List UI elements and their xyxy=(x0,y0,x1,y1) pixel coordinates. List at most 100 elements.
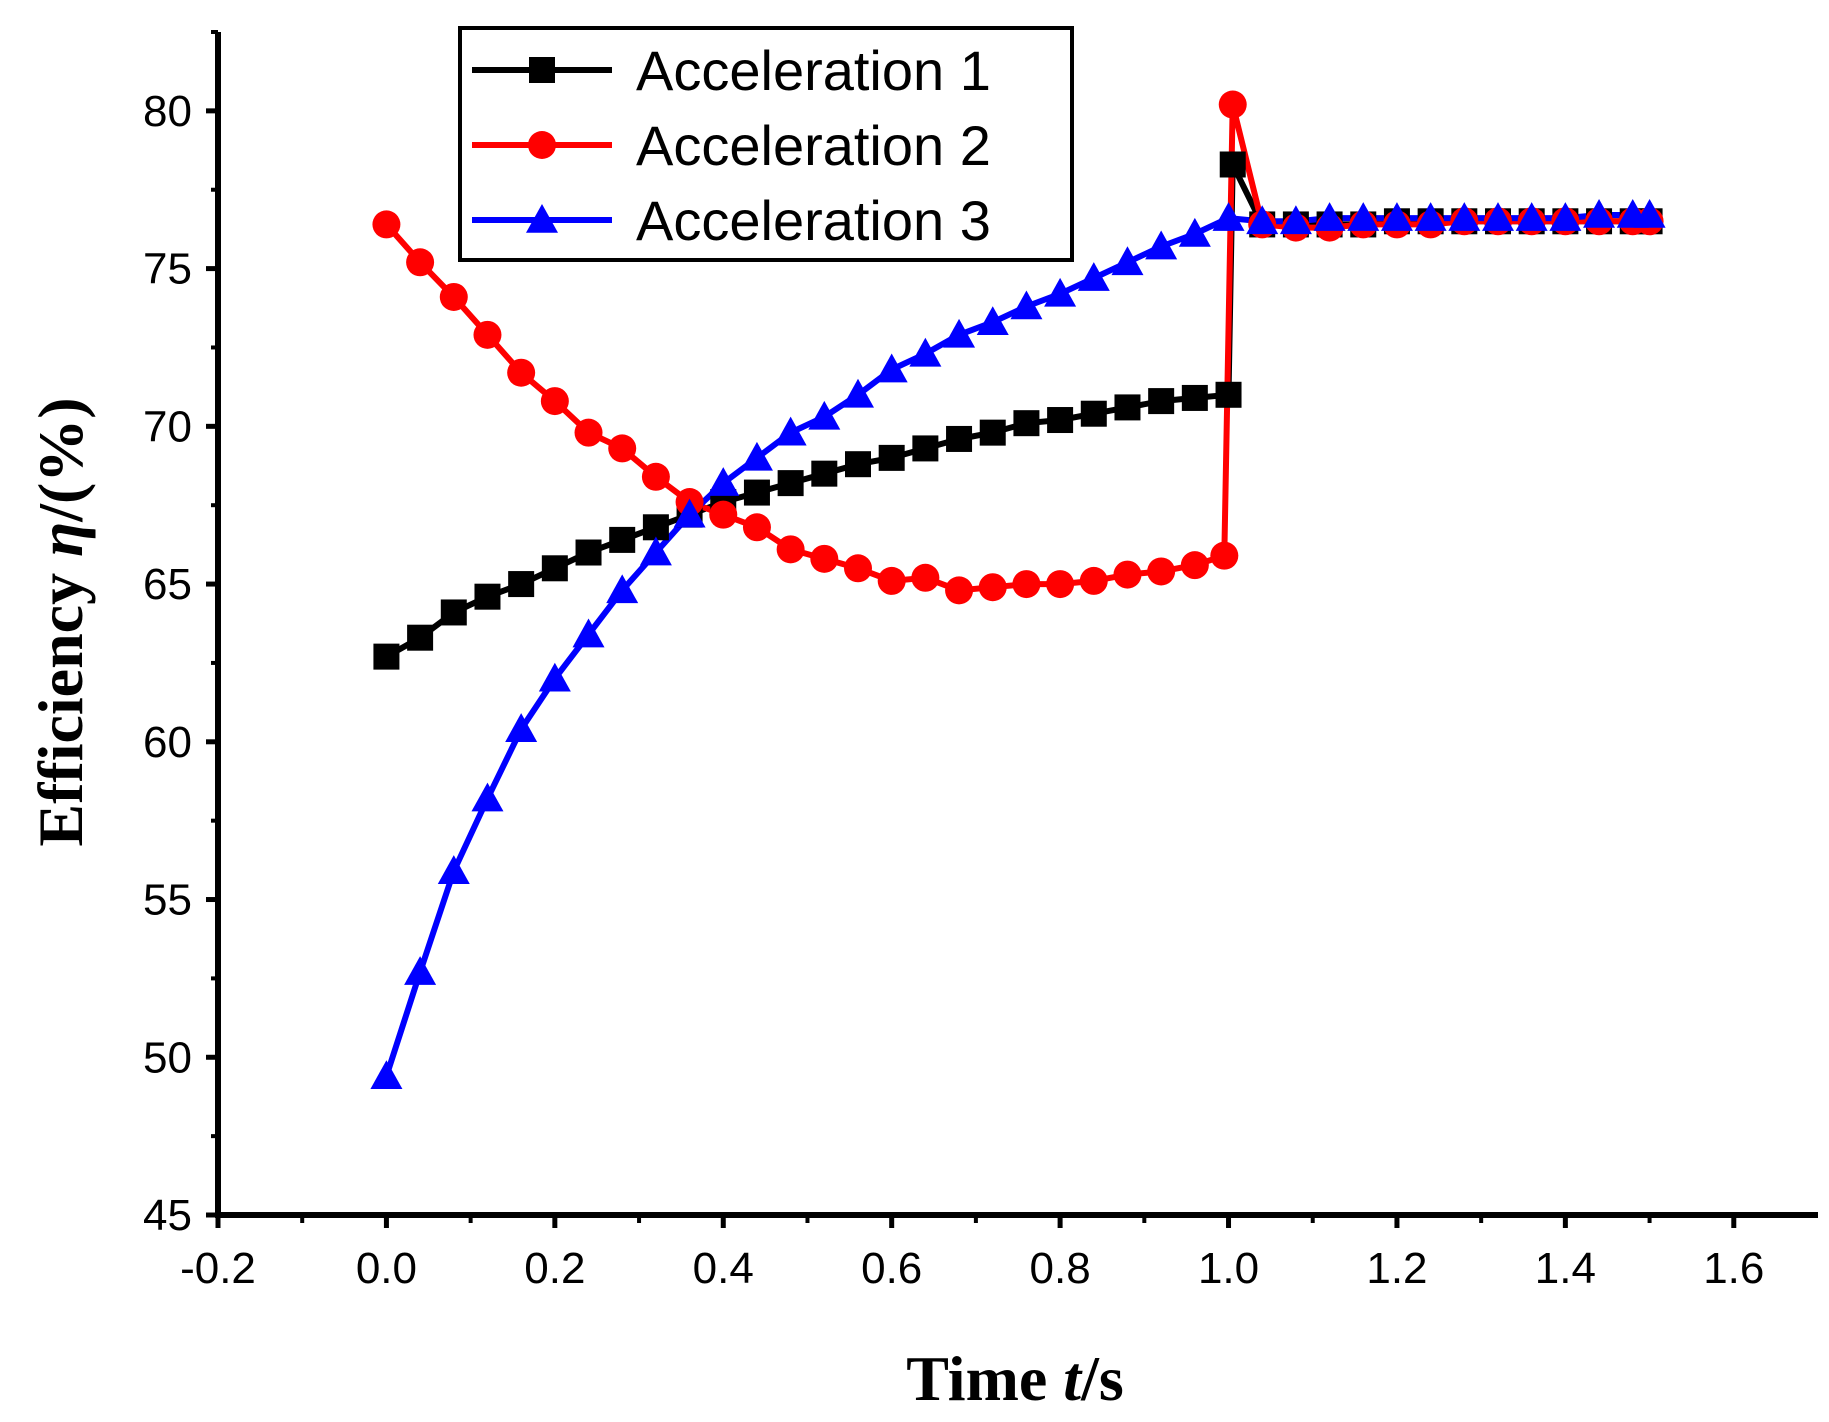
x-tick-label: 0.4 xyxy=(693,1244,754,1293)
data-point-series-2 xyxy=(1180,551,1209,580)
data-point-series-2 xyxy=(877,566,906,595)
data-point-series-1 xyxy=(575,539,602,566)
legend-swatch-marker xyxy=(529,57,555,83)
data-point-series-2 xyxy=(641,462,670,491)
y-axis-title-text: Efficiency xyxy=(25,557,96,847)
data-point-series-3 xyxy=(1044,277,1077,307)
data-point-series-2 xyxy=(1218,90,1247,119)
data-point-series-1 xyxy=(912,435,939,462)
data-point-series-1 xyxy=(474,583,501,610)
data-point-series-2 xyxy=(742,513,771,542)
data-point-series-3 xyxy=(1111,246,1144,276)
data-point-series-2 xyxy=(1046,570,1075,599)
data-point-series-3 xyxy=(875,353,908,383)
y-axis-title-var: η xyxy=(25,522,96,557)
data-point-series-2 xyxy=(406,248,435,277)
y-tick-label: 80 xyxy=(143,87,192,136)
data-point-series-2 xyxy=(473,320,502,349)
data-point-series-2 xyxy=(1210,541,1239,570)
data-point-series-3 xyxy=(572,618,605,648)
data-point-series-1 xyxy=(1215,381,1242,408)
x-axis-title-text: Time xyxy=(906,1343,1063,1414)
data-point-series-3 xyxy=(1414,202,1447,231)
data-point-series-3 xyxy=(1010,290,1043,320)
x-axis-title-var: t xyxy=(1063,1343,1083,1414)
data-point-series-3 xyxy=(606,574,639,604)
data-point-series-2 xyxy=(776,535,805,564)
legend-label: Acceleration 1 xyxy=(636,39,991,102)
x-tick-label: 0.8 xyxy=(1030,1244,1091,1293)
data-point-series-3 xyxy=(943,318,976,348)
data-point-series-1 xyxy=(541,555,568,582)
data-point-series-3 xyxy=(505,713,538,742)
data-point-series-2 xyxy=(978,573,1007,602)
y-tick-label: 75 xyxy=(143,245,192,294)
y-tick-label: 50 xyxy=(143,1033,192,1082)
x-tick-label: 1.0 xyxy=(1198,1244,1259,1293)
data-point-series-2 xyxy=(1147,557,1176,586)
data-point-series-1 xyxy=(845,451,871,478)
data-point-series-1 xyxy=(946,425,973,452)
x-tick-label: 0.0 xyxy=(356,1244,417,1293)
data-point-series-1 xyxy=(979,419,1006,446)
legend: Acceleration 1 Acceleration 2 Acceleration… xyxy=(458,26,1074,262)
data-point-series-1 xyxy=(1047,407,1074,434)
data-point-series-2 xyxy=(1012,570,1041,599)
data-point-series-3 xyxy=(471,782,504,812)
data-point-series-2 xyxy=(507,358,536,387)
data-point-series-2 xyxy=(372,210,401,239)
data-point-series-3 xyxy=(1347,202,1380,231)
data-point-series-3 xyxy=(1145,230,1178,260)
y-tick-label: 70 xyxy=(143,402,192,451)
data-point-series-3 xyxy=(1279,205,1312,235)
data-point-series-2 xyxy=(945,576,974,605)
legend-swatch-marker xyxy=(528,131,556,159)
y-axis-title: Efficiency η/(%) xyxy=(25,397,96,846)
y-ticks: 45 50 55 60 65 70 75 80 xyxy=(143,30,218,1240)
legend-swatch-marker xyxy=(526,204,558,233)
data-point-series-3 xyxy=(437,855,470,884)
data-point-series-1 xyxy=(878,444,905,471)
series-line-2 xyxy=(384,101,1650,594)
legend-items: Acceleration 1 Acceleration 2 Acceleration… xyxy=(472,39,991,252)
legend-label: Acceleration 2 xyxy=(636,114,991,177)
data-point-series-3 xyxy=(1212,202,1245,231)
x-axis-title: Time t/s xyxy=(906,1343,1124,1414)
data-point-series-3 xyxy=(1246,205,1279,235)
x-ticks: -0.2 0.0 0.2 0.4 0.6 0.8 1.0 1.2 1.4 1.6 xyxy=(180,1215,1764,1293)
data-point-series-2 xyxy=(844,554,872,583)
x-tick-label: -0.2 xyxy=(180,1244,256,1293)
data-point-series-3 xyxy=(1482,202,1514,231)
data-point-series-3 xyxy=(1448,202,1481,231)
data-point-series-2 xyxy=(1113,560,1142,589)
data-point-series-1 xyxy=(743,479,770,506)
data-point-series-1 xyxy=(1148,388,1175,415)
x-tick-label: 1.6 xyxy=(1703,1244,1764,1293)
x-tick-label: 1.4 xyxy=(1535,1244,1596,1293)
data-point-series-3 xyxy=(774,416,807,446)
x-tick-label: 0.2 xyxy=(524,1244,585,1293)
data-point-series-1 xyxy=(440,599,467,626)
data-point-series-2 xyxy=(709,500,738,529)
data-point-series-3 xyxy=(538,662,571,692)
data-point-series-3 xyxy=(740,441,773,471)
data-point-series-1 xyxy=(1013,410,1040,437)
series-markers xyxy=(370,90,1666,1089)
data-point-series-3 xyxy=(1583,198,1616,228)
data-point-series-1 xyxy=(407,624,434,651)
x-tick-label: 1.2 xyxy=(1366,1244,1427,1293)
x-tick-label: 0.6 xyxy=(861,1244,922,1293)
data-point-series-3 xyxy=(673,498,706,528)
data-point-series-2 xyxy=(439,282,468,311)
data-point-series-3 xyxy=(1178,217,1211,247)
data-point-series-3 xyxy=(909,337,942,367)
data-point-series-1 xyxy=(508,571,535,598)
legend-label: Acceleration 3 xyxy=(636,189,991,252)
data-point-series-2 xyxy=(911,563,940,592)
data-point-series-1 xyxy=(777,470,804,497)
data-point-series-2 xyxy=(810,544,839,573)
y-tick-label: 65 xyxy=(143,560,192,609)
data-point-series-2 xyxy=(1079,566,1108,595)
data-point-series-3 xyxy=(1380,202,1413,231)
